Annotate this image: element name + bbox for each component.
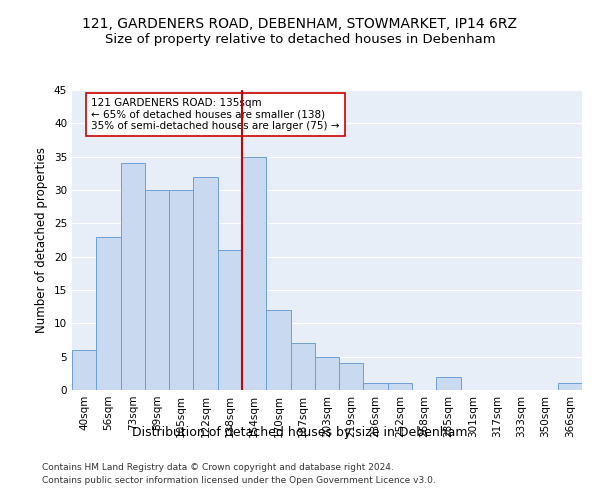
Bar: [242, 156, 266, 390]
Bar: [290, 344, 315, 390]
Text: 121 GARDENERS ROAD: 135sqm
← 65% of detached houses are smaller (138)
35% of sem: 121 GARDENERS ROAD: 135sqm ← 65% of deta…: [91, 98, 340, 131]
Bar: [121, 164, 145, 390]
Bar: [558, 384, 582, 390]
Bar: [218, 250, 242, 390]
Text: Distribution of detached houses by size in Debenham: Distribution of detached houses by size …: [132, 426, 468, 439]
Text: Size of property relative to detached houses in Debenham: Size of property relative to detached ho…: [104, 32, 496, 46]
Bar: [364, 384, 388, 390]
Y-axis label: Number of detached properties: Number of detached properties: [35, 147, 49, 333]
Bar: [72, 350, 96, 390]
Bar: [266, 310, 290, 390]
Bar: [315, 356, 339, 390]
Bar: [169, 190, 193, 390]
Bar: [193, 176, 218, 390]
Text: Contains HM Land Registry data © Crown copyright and database right 2024.: Contains HM Land Registry data © Crown c…: [42, 464, 394, 472]
Bar: [145, 190, 169, 390]
Bar: [96, 236, 121, 390]
Bar: [436, 376, 461, 390]
Text: 121, GARDENERS ROAD, DEBENHAM, STOWMARKET, IP14 6RZ: 121, GARDENERS ROAD, DEBENHAM, STOWMARKE…: [83, 18, 517, 32]
Text: Contains public sector information licensed under the Open Government Licence v3: Contains public sector information licen…: [42, 476, 436, 485]
Bar: [388, 384, 412, 390]
Bar: [339, 364, 364, 390]
